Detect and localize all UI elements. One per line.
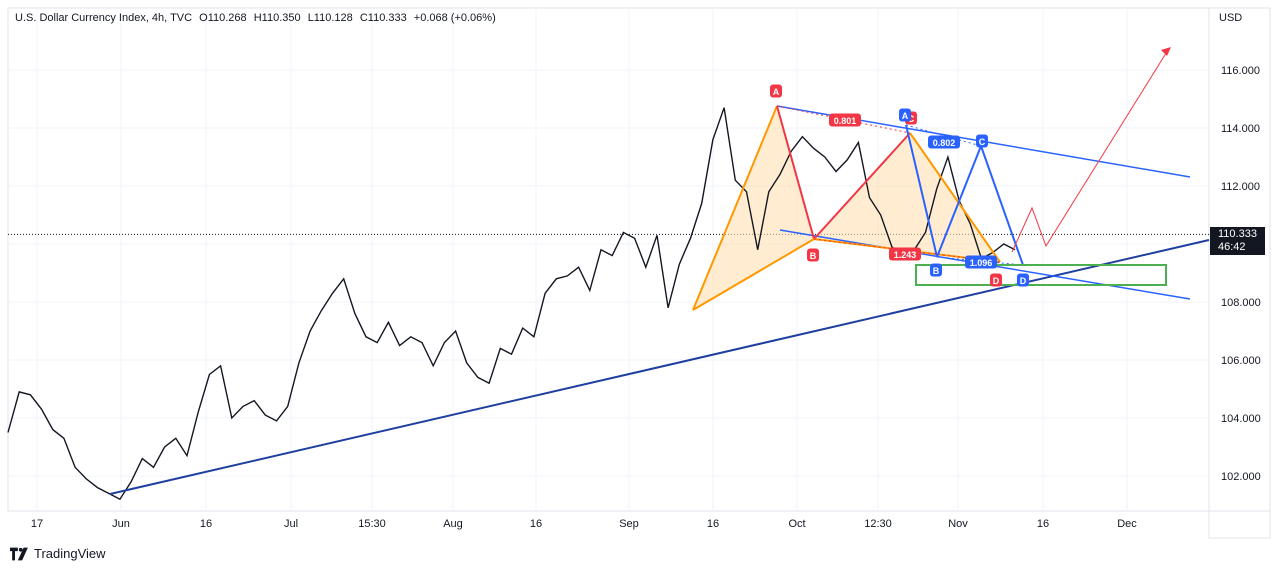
x-tick-label: 16 — [1037, 518, 1049, 530]
pivot-badge — [899, 108, 911, 122]
x-tick-label: 12:30 — [864, 518, 892, 530]
pivot-badge — [990, 273, 1002, 287]
brand-name: TradingView — [34, 546, 106, 561]
harmonic-leg — [776, 105, 815, 240]
ratio-label: 1.096 — [970, 258, 993, 268]
x-tick-label: Dec — [1117, 518, 1137, 530]
pivot-badge — [976, 134, 988, 148]
bar-countdown: 46:42 — [1218, 241, 1246, 253]
harmonic-fill-xab — [693, 106, 814, 310]
pivot-label: C — [979, 137, 986, 147]
ohlc-change: +0.068 (+0.06%) — [413, 12, 496, 24]
x-tick-label: Jul — [284, 518, 298, 530]
harmonic-leg — [692, 105, 778, 311]
y-tick-label: 102.000 — [1221, 471, 1261, 483]
pivot-label: B — [810, 251, 817, 261]
current-price: 110.333 — [1218, 228, 1257, 240]
ratio-label: 0.801 — [834, 116, 857, 126]
ratio-badge — [928, 135, 960, 149]
harmonic-fill-bcd — [814, 133, 1000, 262]
abcd-leg — [980, 145, 1024, 266]
x-tick-label: Oct — [788, 518, 805, 530]
ohlc-open: O110.268 — [199, 12, 247, 24]
x-tick-label: Jun — [112, 518, 130, 530]
ratio-badge — [965, 255, 997, 269]
harmonic-leg — [813, 132, 911, 240]
abcd-leg — [936, 145, 982, 258]
ratio-badge — [889, 247, 921, 261]
ohlc-low: L110.128 — [307, 12, 353, 24]
y-tick-label: 108.000 — [1221, 297, 1261, 309]
y-tick-label: 116.000 — [1221, 65, 1260, 77]
pivot-badge — [807, 248, 819, 262]
pivot-label: D — [1020, 276, 1027, 286]
pivot-badge — [1017, 273, 1029, 287]
currency-label: USD — [1219, 12, 1243, 24]
tradingview-logo-icon — [10, 547, 28, 560]
x-tick-label: 15:30 — [358, 518, 386, 530]
harmonic-leg — [692, 238, 815, 311]
price-axis-panel — [1208, 7, 1271, 539]
ohlc-high: H110.350 — [253, 12, 301, 24]
ratio-badge — [829, 113, 861, 127]
abcd-leg — [905, 124, 938, 258]
chart-header: U.S. Dollar Currency Index, 4h, TVC O110… — [15, 12, 500, 24]
x-tick-label: 17 — [31, 518, 43, 530]
y-tick-label: 114.000 — [1221, 123, 1260, 135]
y-tick-label: 112.000 — [1221, 181, 1260, 193]
x-tick-label: Sep — [619, 518, 639, 530]
x-tick-label: 16 — [200, 518, 212, 530]
projection-path — [1011, 49, 1169, 253]
pivot-label: C — [908, 114, 915, 124]
pivot-label: D — [993, 276, 1000, 286]
y-tick-label: 104.000 — [1221, 413, 1261, 425]
x-tick-label: 16 — [530, 518, 542, 530]
projection-arrowhead — [1161, 47, 1171, 56]
target-zone-box — [915, 264, 1167, 286]
pivot-badge — [930, 263, 942, 277]
y-tick-label: 106.000 — [1221, 355, 1261, 367]
ohlc-close: C110.333 — [359, 12, 407, 24]
pivot-label: A — [902, 111, 909, 121]
ratio-label: 1.243 — [894, 250, 917, 260]
footer-brand[interactable]: TradingView — [10, 546, 106, 561]
pivot-label: B — [933, 266, 940, 276]
pivot-label: A — [773, 87, 780, 97]
x-tick-label: Nov — [948, 518, 968, 530]
harmonic-leg — [909, 132, 1001, 263]
abcd-ratio-bd — [936, 256, 1024, 266]
pivot-badge — [770, 84, 782, 98]
plot-area — [7, 7, 1210, 512]
price-series-line — [7, 107, 1016, 501]
x-tick-label: Aug — [443, 518, 463, 530]
symbol-title: U.S. Dollar Currency Index, 4h, TVC — [15, 12, 193, 24]
x-tick-label: 16 — [707, 518, 719, 530]
current-price-tag: 110.333 46:42 — [1210, 227, 1265, 255]
ratio-label: 0.802 — [933, 138, 956, 148]
